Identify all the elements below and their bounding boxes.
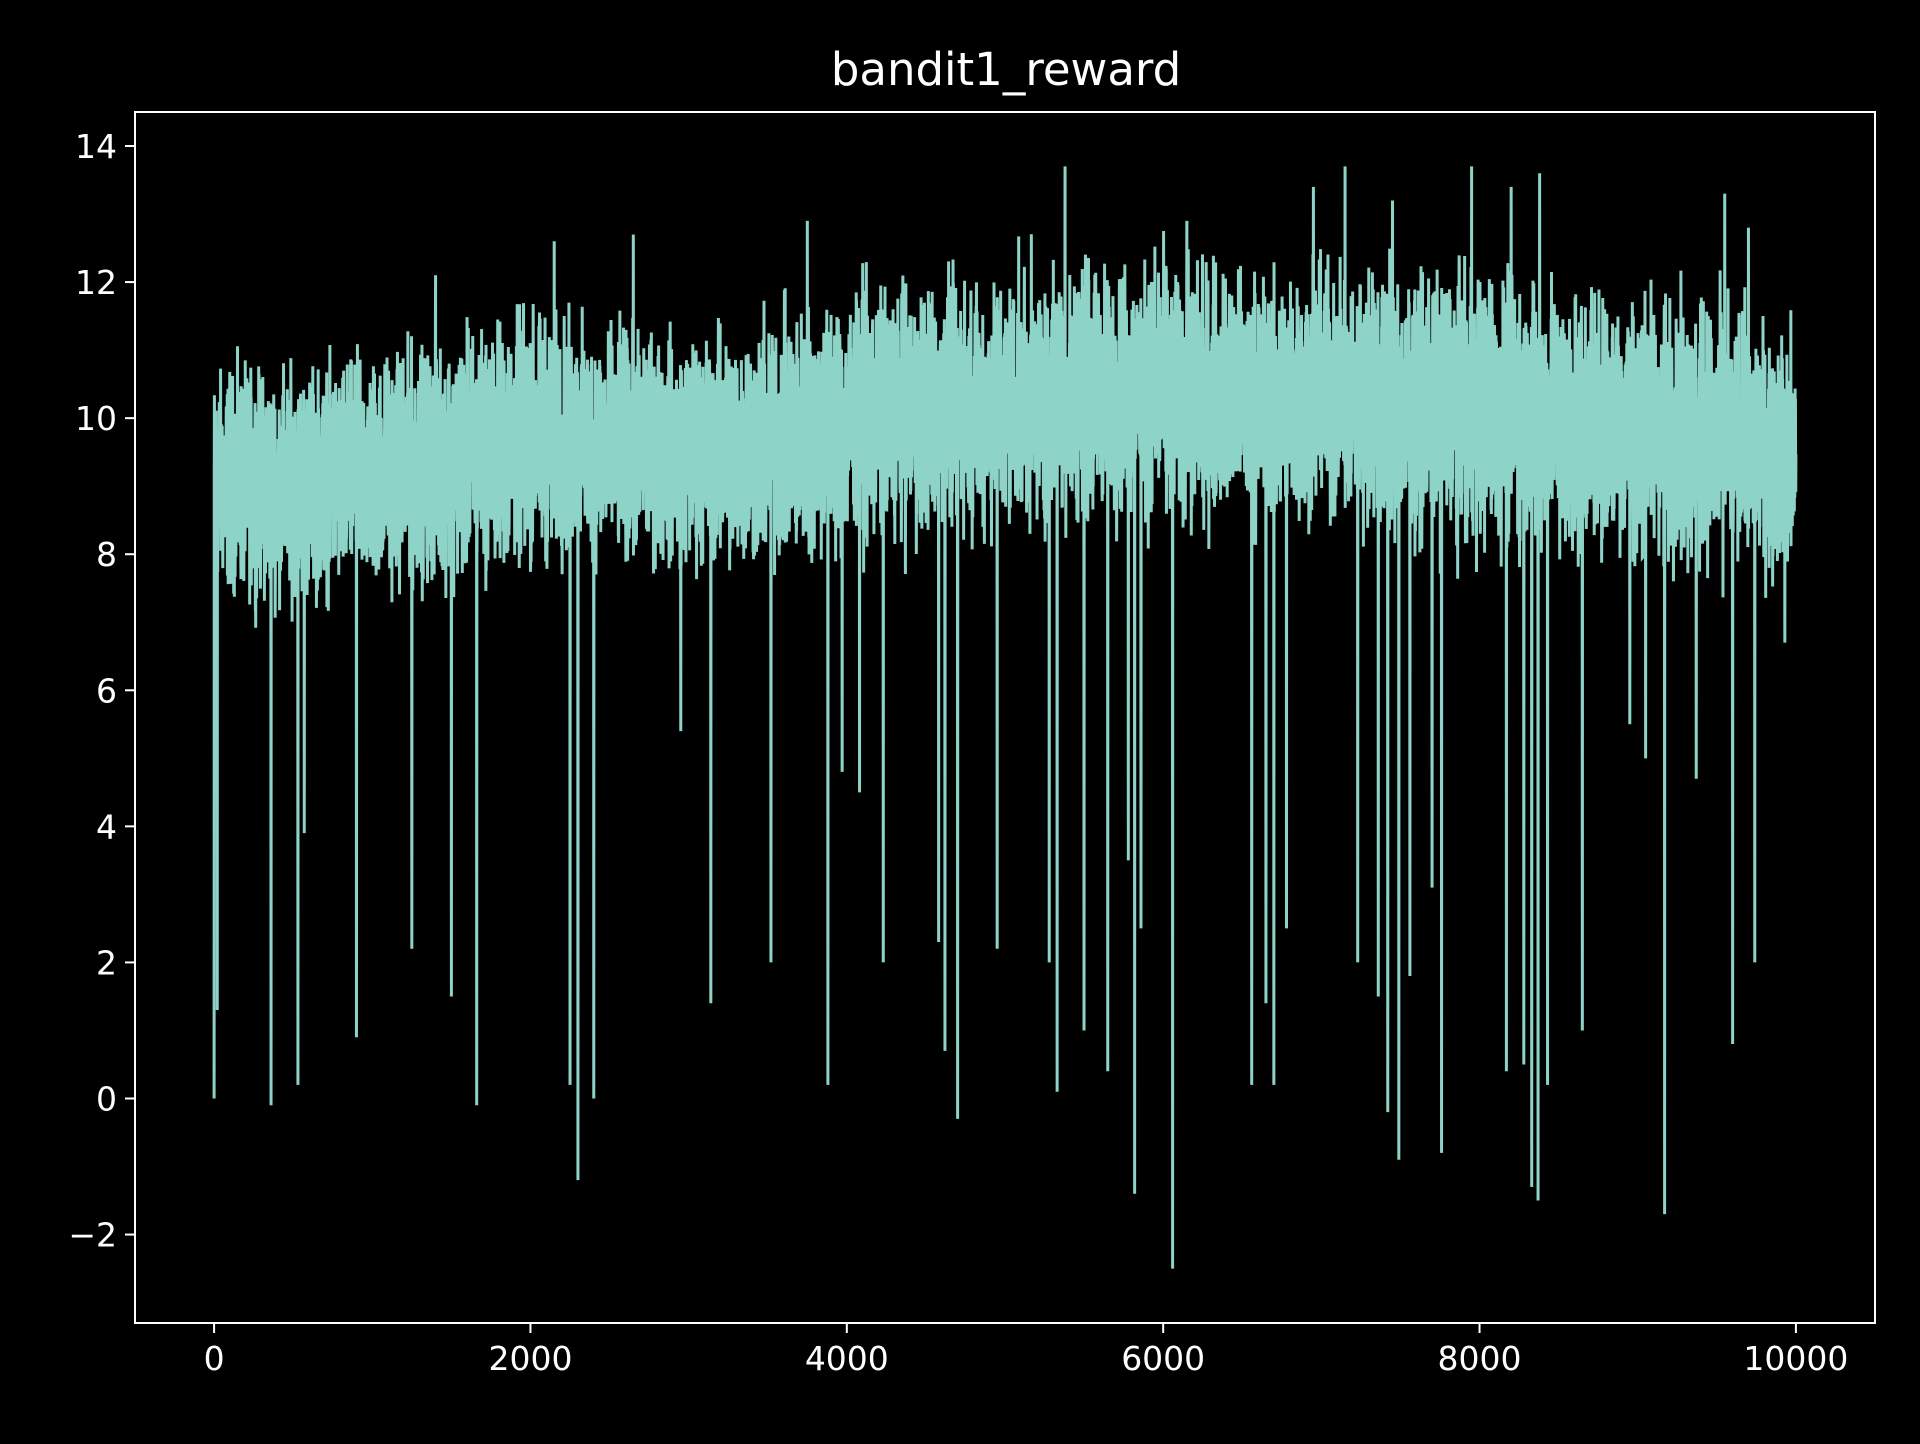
axes-frame (134, 111, 1876, 1324)
x-tick-label: 0 (204, 1339, 225, 1378)
y-tick-label: 0 (96, 1079, 117, 1118)
y-tick-label: 12 (75, 263, 117, 302)
y-tick-label: 4 (96, 807, 117, 846)
y-tick-label: 2 (96, 943, 117, 982)
x-tick-label: 4000 (805, 1339, 889, 1378)
y-tick-label: 6 (96, 671, 117, 710)
chart-title: bandit1_reward (831, 43, 1181, 96)
y-tick-label: 8 (96, 535, 117, 574)
x-tick-label: 6000 (1121, 1339, 1205, 1378)
x-tick-label: 8000 (1438, 1339, 1522, 1378)
x-axis: 0 2000 4000 6000 8000 10000 (204, 1323, 1848, 1378)
y-axis: −2 0 2 4 6 8 10 12 14 (68, 127, 135, 1255)
x-tick-label: 2000 (488, 1339, 572, 1378)
y-tick-label: −2 (68, 1216, 117, 1255)
series-layer (212, 166, 1798, 1269)
series-line-bandit1-reward (212, 166, 1798, 1269)
x-tick-label: 10000 (1743, 1339, 1848, 1378)
y-tick-label: 10 (75, 399, 117, 438)
y-tick-label: 14 (75, 127, 117, 166)
